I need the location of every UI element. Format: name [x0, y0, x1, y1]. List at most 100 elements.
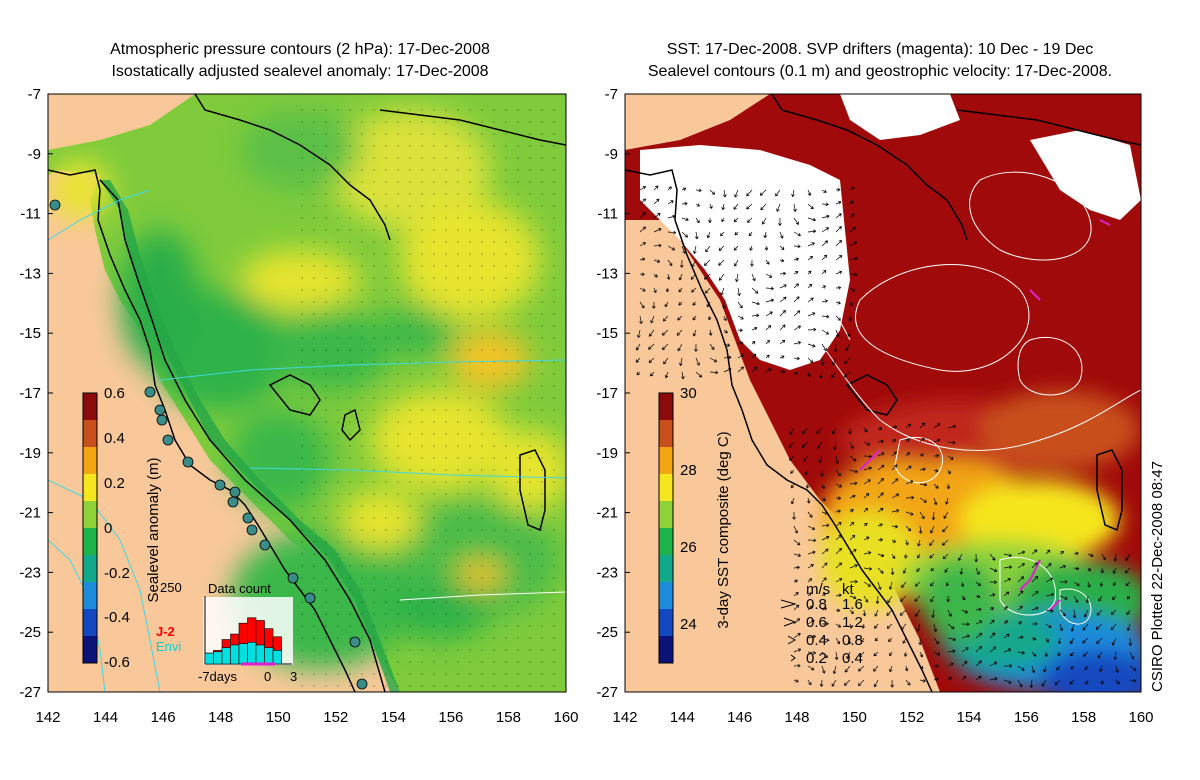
velocity-arrow — [793, 565, 800, 570]
velocity-arrow — [679, 259, 684, 268]
velocity-arrow — [975, 660, 982, 667]
velocity-arrow — [961, 595, 966, 601]
left-title-line2: Isostatically adjusted sealevel anomaly:… — [111, 63, 489, 80]
velocity-arrow — [933, 438, 941, 443]
velocity-arrow — [891, 439, 897, 443]
velocity-arrow — [958, 553, 963, 561]
velocity-arrow — [678, 273, 683, 281]
velocity-arrow — [765, 339, 770, 345]
velocity-arrow — [1044, 651, 1049, 658]
velocity-arrow — [1125, 581, 1131, 587]
velocity-arrow — [905, 539, 909, 546]
velocity-arrow — [821, 202, 829, 207]
velocity-arrow — [801, 427, 809, 434]
velocity-arrow — [1110, 623, 1117, 631]
velocity-arrow — [863, 454, 872, 459]
velocity-arrow — [835, 547, 842, 555]
velocity-arrow — [807, 592, 812, 597]
velocity-arrow — [1070, 623, 1075, 632]
velocity-arrow — [1129, 651, 1135, 660]
velocity-arrow — [1129, 665, 1137, 671]
velocity-arrow — [764, 245, 769, 251]
velocity-arrow — [648, 357, 655, 363]
velocity-arrow — [737, 341, 744, 346]
right-cbar-swatch — [659, 501, 673, 529]
velocity-arrow — [1031, 606, 1039, 611]
velocity-legend-kt-header: kt — [842, 581, 855, 598]
velocity-arrow — [947, 440, 956, 445]
lat-tick-label: -9 — [605, 146, 618, 163]
right-cbar-swatch — [659, 528, 673, 556]
velocity-arrow — [722, 189, 727, 198]
velocity-arrow — [947, 649, 956, 654]
velocity-arrow — [891, 509, 900, 513]
velocity-arrow — [1003, 620, 1008, 625]
velocity-arrow — [1072, 609, 1077, 619]
velocity-arrow — [873, 679, 879, 688]
velocity-arrow — [1045, 623, 1052, 628]
velocity-arrow — [919, 678, 926, 683]
velocity-arrow — [918, 525, 923, 534]
velocity-arrow — [1124, 567, 1131, 574]
velocity-arrow — [975, 645, 982, 653]
velocity-arrow — [1126, 595, 1131, 600]
velocity-arrow — [793, 618, 800, 625]
lat-tick-label: -11 — [20, 206, 41, 223]
velocity-arrow — [1043, 665, 1047, 673]
histogram-bar-envi — [213, 651, 223, 665]
velocity-arrow — [849, 186, 855, 191]
velocity-arrow — [849, 226, 856, 233]
velocity-arrow — [835, 578, 843, 583]
velocity-arrow — [807, 357, 814, 363]
velocity-arrow — [933, 623, 938, 633]
velocity-arrow — [821, 214, 830, 219]
velocity-arrow — [681, 371, 685, 380]
lon-tick-label: 156 — [438, 709, 463, 726]
velocity-arrow — [931, 609, 935, 618]
velocity-arrow — [821, 535, 830, 541]
velocity-arrow — [720, 287, 725, 296]
velocity-arrow — [720, 231, 725, 237]
velocity-arrow — [849, 256, 858, 261]
velocity-arrow — [905, 679, 911, 686]
velocity-arrow — [933, 469, 939, 473]
velocity-arrow — [975, 632, 983, 639]
velocity-arrow — [709, 203, 713, 209]
velocity-arrow — [661, 329, 669, 336]
velocity-arrow — [834, 651, 839, 660]
left-pressure-contour-2 — [249, 467, 566, 479]
lat-tick-label: -7 — [605, 86, 618, 103]
velocity-arrow — [695, 357, 700, 366]
velocity-arrow — [733, 217, 739, 223]
velocity-arrow — [1003, 565, 1013, 569]
left-reef-line — [99, 179, 386, 692]
velocity-arrow — [793, 604, 800, 611]
velocity-arrow — [1112, 581, 1117, 586]
right-title-line1: SST: 17-Dec-2008. SVP drifters (magenta)… — [666, 41, 1094, 58]
velocity-arrow — [1073, 581, 1080, 587]
right-cloud-patch-3 — [1030, 130, 1141, 220]
lon-tick-label: 146 — [151, 709, 176, 726]
lon-tick-label: 152 — [899, 709, 924, 726]
velocity-arrow — [1096, 609, 1103, 616]
velocity-arrow — [807, 203, 814, 210]
velocity-arrow — [860, 637, 865, 643]
velocity-arrow — [989, 607, 994, 611]
lon-tick-label: 156 — [1014, 709, 1039, 726]
velocity-arrow — [653, 198, 660, 205]
velocity-arrow — [737, 301, 743, 309]
velocity-arrow — [639, 211, 646, 219]
velocity-arrow — [709, 189, 716, 195]
velocity-arrow — [778, 217, 782, 226]
velocity-arrow — [847, 329, 851, 337]
velocity-arrow — [891, 451, 897, 457]
velocity-arrow — [947, 623, 955, 630]
velocity-arrow — [737, 328, 743, 333]
velocity-arrow — [863, 507, 869, 513]
velocity-arrow — [975, 675, 982, 681]
velocity-arrow — [833, 441, 837, 450]
velocity-arrow — [877, 553, 885, 558]
velocity-arrow — [793, 356, 800, 361]
velocity-legend-kt: 0.8 — [842, 632, 863, 649]
velocity-arrow — [790, 497, 795, 505]
